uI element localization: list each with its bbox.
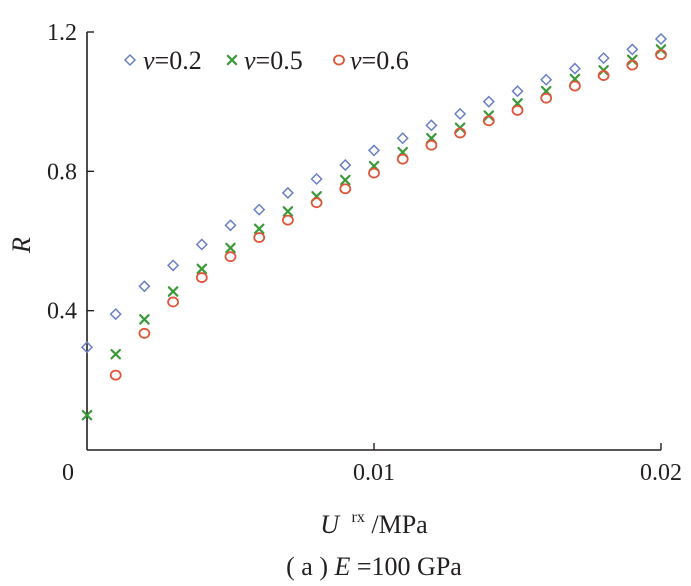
data-point-circle [253, 232, 266, 243]
caption-rest: =100 GPa [357, 552, 462, 581]
y-tick-label: 0.4 [47, 299, 77, 325]
series-x [81, 44, 667, 421]
figure-caption: ( a ) E =100 GPa [286, 552, 462, 581]
data-point-diamond [167, 259, 180, 272]
legend-entry-v02: v=0.2 [123, 46, 202, 75]
data-point-diamond [425, 119, 438, 132]
data-point-x [110, 348, 121, 360]
data-point-x [282, 206, 294, 217]
data-point-diamond [540, 73, 553, 86]
legend: v=0.2 v=0.5 v=0.6 [123, 46, 409, 75]
y-ticks: 0.4 0.8 1.2 [47, 20, 94, 325]
data-point-diamond [568, 62, 581, 75]
data-point-circle [281, 214, 294, 226]
legend-entry-v05: v=0.5 [226, 46, 303, 75]
y-tick-label: 1.2 [47, 20, 77, 46]
data-point-diamond [367, 144, 381, 157]
data-point-x [225, 242, 236, 254]
x-axis-title-unit: /MPa [371, 510, 428, 539]
data-point-diamond [195, 238, 208, 251]
data-point-circle [109, 369, 122, 381]
data-point-circle [195, 272, 208, 283]
data-point-circle [454, 127, 467, 139]
legend-label-v02: v=0.2 [143, 46, 202, 75]
x-ticks: 0 0.01 0.02 [62, 443, 682, 486]
data-point-circle [224, 251, 237, 263]
caption-prefix: ( a ) [286, 552, 334, 581]
legend-label-v06: v=0.6 [350, 46, 409, 75]
legend-marker-diamond [123, 53, 137, 67]
legend-label-v05: v=0.5 [244, 46, 303, 75]
data-point-diamond [339, 159, 352, 172]
data-point-circle [339, 183, 352, 195]
data-point-diamond [310, 172, 323, 186]
data-point-circle [569, 80, 581, 92]
legend-marker-shape [333, 54, 345, 66]
data-point-circle [540, 92, 553, 104]
data-point-diamond [253, 203, 266, 216]
y-tick-label: 0.8 [47, 159, 77, 185]
data-point-circle [626, 59, 639, 71]
data-point-diamond [396, 132, 409, 145]
data-point-circle [597, 70, 610, 81]
data-point-diamond [654, 32, 668, 46]
data-point-circle [167, 296, 180, 308]
x-axis-title-superscript: rx [352, 509, 365, 526]
data-point-diamond [109, 308, 122, 321]
x-axis-title: U rx /MPa [320, 499, 428, 539]
x-tick-label: 0.01 [353, 460, 395, 486]
data-point-circle [655, 49, 667, 61]
legend-marker-shape [226, 54, 238, 66]
data-point-x [196, 263, 208, 275]
series-circle [109, 49, 667, 381]
data-point-diamond [511, 85, 524, 98]
data-point-diamond [482, 95, 495, 108]
data-point-x [81, 409, 93, 421]
legend-marker-x [226, 54, 238, 66]
data-point-diamond [597, 52, 610, 65]
data-point-circle [482, 115, 495, 127]
y-axis-title: R [7, 237, 36, 254]
data-point-x [167, 286, 179, 297]
data-point-circle [511, 104, 524, 116]
data-point-circle [368, 167, 380, 179]
data-point-diamond [626, 43, 639, 56]
data-point-diamond [454, 107, 467, 120]
data-point-diamond [80, 341, 94, 354]
data-point-diamond [138, 280, 151, 293]
data-point-diamond [224, 219, 237, 232]
data-point-x [253, 223, 265, 235]
legend-entry-v06: v=0.6 [333, 46, 409, 75]
legend-marker-shape [123, 53, 137, 67]
x-tick-label: 0 [62, 460, 74, 486]
data-point-circle [310, 197, 323, 209]
data-point-circle [138, 327, 151, 339]
axes [86, 32, 661, 451]
data-point-x [139, 314, 150, 325]
data-point-diamond [281, 186, 294, 199]
data-point-circle [396, 153, 409, 165]
data-point-circle [425, 139, 438, 151]
data-point-x [340, 174, 351, 186]
data-points [80, 32, 668, 421]
x-axis-title-main: U [320, 510, 341, 539]
x-tick-label: 0.02 [640, 460, 682, 486]
caption-var: E [334, 552, 351, 581]
series-diamond [80, 32, 668, 354]
legend-marker-circle [333, 54, 345, 66]
